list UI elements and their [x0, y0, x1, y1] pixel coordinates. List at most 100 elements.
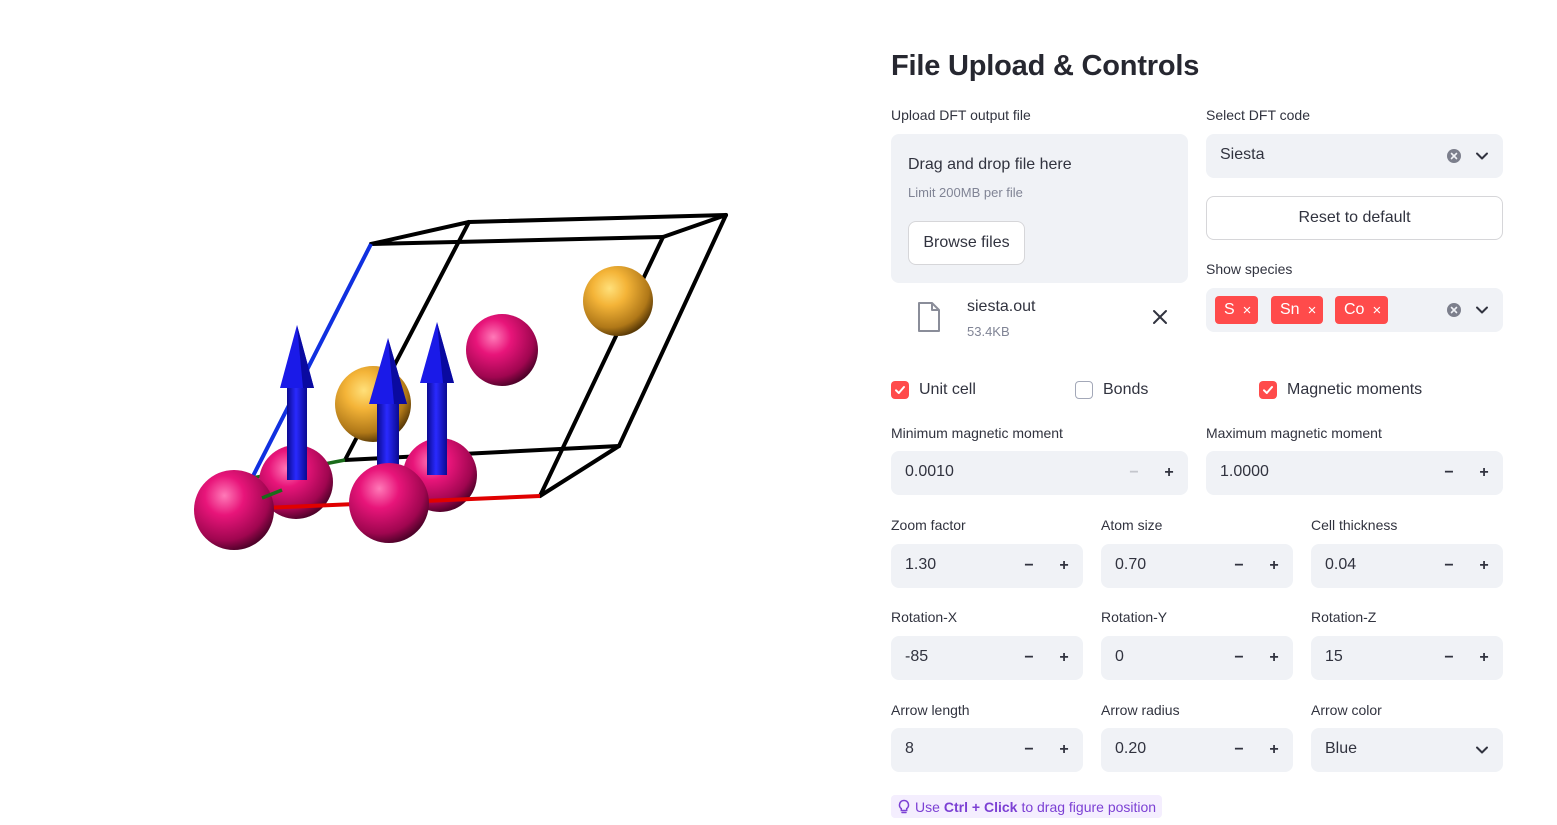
decrement-button[interactable]: − [1024, 649, 1034, 666]
tag-label: Co [1344, 301, 1365, 318]
atom-s [259, 445, 333, 519]
max-moment-value[interactable]: 1.0000 [1220, 463, 1269, 480]
decrement-button[interactable]: − [1234, 741, 1244, 758]
zoom-value[interactable]: 1.30 [905, 556, 937, 573]
cell-edge [467, 213, 728, 224]
checkbox-unchecked-icon[interactable] [1075, 381, 1093, 399]
chevron-down-icon[interactable] [1475, 743, 1489, 757]
species-tag-sn[interactable]: Sn × [1271, 296, 1324, 324]
min-moment-label: Minimum magnetic moment [891, 425, 1063, 441]
bonds-checkbox[interactable]: Bonds [1075, 381, 1148, 399]
checkbox-checked-icon[interactable] [1259, 381, 1277, 399]
species-tag-co[interactable]: Co × [1335, 296, 1389, 324]
decrement-button[interactable]: − [1444, 464, 1454, 481]
decrement-button[interactable]: − [1444, 557, 1454, 574]
hint-suffix: to drag figure position [1021, 798, 1157, 815]
decrement-button[interactable]: − [1129, 464, 1139, 481]
atom-size-value[interactable]: 0.70 [1115, 556, 1147, 573]
cell-thickness-value[interactable]: 0.04 [1325, 556, 1357, 573]
file-icon [918, 302, 940, 332]
cell-edge [617, 213, 728, 448]
species-multiselect[interactable]: S × Sn × Co × [1206, 288, 1503, 332]
arrow-color-select[interactable]: Blue [1311, 728, 1503, 772]
file-size: 53.4KB [967, 324, 1010, 339]
increment-button[interactable]: + [1269, 741, 1279, 758]
rotation-x-input[interactable]: -85 − + [891, 636, 1083, 680]
checkbox-label: Unit cell [919, 381, 976, 398]
max-moment-input[interactable]: 1.0000 − + [1206, 451, 1503, 495]
increment-button[interactable]: + [1059, 741, 1069, 758]
rotation-y-input[interactable]: 0 − + [1101, 636, 1293, 680]
cell-thickness-input[interactable]: 0.04 − + [1311, 544, 1503, 588]
species-label: Show species [1206, 261, 1293, 277]
magnetic-moments-checkbox[interactable]: Magnetic moments [1259, 381, 1422, 399]
increment-button[interactable]: + [1269, 649, 1279, 666]
increment-button[interactable]: + [1269, 557, 1279, 574]
dropzone-limit: Limit 200MB per file [908, 185, 1023, 200]
hint-keys: Ctrl + Click [943, 798, 1018, 815]
decrement-button[interactable]: − [1444, 649, 1454, 666]
decrement-button[interactable]: − [1234, 557, 1244, 574]
cell-edge [369, 235, 665, 246]
clear-icon[interactable] [1447, 149, 1461, 163]
atom-sn [583, 266, 653, 336]
increment-button[interactable]: + [1479, 464, 1489, 481]
chevron-down-icon[interactable] [1475, 303, 1489, 317]
zoom-label: Zoom factor [891, 517, 966, 533]
uploaded-file: siesta.out 53.4KB [891, 290, 1188, 346]
clear-icon[interactable] [1447, 303, 1461, 317]
atom-size-label: Atom size [1101, 517, 1163, 533]
dft-code-label: Select DFT code [1206, 107, 1311, 123]
tag-remove-icon[interactable]: × [1372, 301, 1382, 319]
close-icon[interactable] [1150, 307, 1170, 327]
checkbox-label: Bonds [1103, 381, 1149, 398]
species-tag-s[interactable]: S × [1215, 296, 1259, 324]
rotation-x-value[interactable]: -85 [905, 648, 929, 665]
control-panel: File Upload & Controls Upload DFT output… [891, 0, 1503, 825]
arrow-radius-input[interactable]: 0.20 − + [1101, 728, 1293, 772]
browse-files-button[interactable]: Browse files [908, 221, 1025, 265]
rotation-z-input[interactable]: 15 − + [1311, 636, 1503, 680]
reset-button[interactable]: Reset to default [1206, 196, 1503, 240]
rotation-y-value[interactable]: 0 [1115, 648, 1124, 665]
min-moment-value[interactable]: 0.0010 [905, 463, 954, 480]
atom-size-input[interactable]: 0.70 − + [1101, 544, 1293, 588]
structure-canvas[interactable] [0, 0, 860, 825]
tag-label: S [1224, 301, 1235, 318]
axis-b-edge [261, 488, 283, 500]
increment-button[interactable]: + [1479, 649, 1489, 666]
structure-viewer[interactable] [0, 0, 860, 825]
file-dropzone[interactable]: Drag and drop file here Limit 200MB per … [891, 134, 1188, 283]
tag-remove-icon[interactable]: × [1307, 301, 1317, 319]
arrow-length-input[interactable]: 8 − + [891, 728, 1083, 772]
increment-button[interactable]: + [1164, 464, 1174, 481]
checkbox-label: Magnetic moments [1287, 381, 1423, 398]
file-name: siesta.out [967, 298, 1036, 315]
min-moment-input[interactable]: 0.0010 − + [891, 451, 1188, 495]
axis-c-edge [250, 243, 373, 479]
increment-button[interactable]: + [1479, 557, 1489, 574]
atom-s [466, 314, 538, 386]
increment-button[interactable]: + [1059, 649, 1069, 666]
rotation-x-label: Rotation-X [891, 609, 958, 625]
arrow-radius-value[interactable]: 0.20 [1115, 740, 1147, 757]
tag-remove-icon[interactable]: × [1242, 301, 1252, 319]
decrement-button[interactable]: − [1024, 557, 1034, 574]
magnetic-moment-arrow [280, 325, 314, 480]
drag-hint: Use Ctrl + Click to drag figure position [891, 795, 1163, 818]
arrow-color-label: Arrow color [1311, 702, 1382, 718]
arrow-length-label: Arrow length [891, 702, 970, 718]
cell-edge [661, 213, 728, 239]
cell-thickness-label: Cell thickness [1311, 517, 1398, 533]
unit-cell-checkbox[interactable]: Unit cell [891, 381, 976, 399]
dft-code-value: Siesta [1220, 146, 1265, 163]
zoom-input[interactable]: 1.30 − + [891, 544, 1083, 588]
decrement-button[interactable]: − [1234, 649, 1244, 666]
increment-button[interactable]: + [1059, 557, 1069, 574]
checkbox-checked-icon[interactable] [891, 381, 909, 399]
arrow-length-value[interactable]: 8 [905, 740, 914, 757]
rotation-z-value[interactable]: 15 [1325, 648, 1343, 665]
decrement-button[interactable]: − [1024, 741, 1034, 758]
chevron-down-icon[interactable] [1475, 149, 1489, 163]
dft-code-select[interactable]: Siesta [1206, 134, 1503, 178]
